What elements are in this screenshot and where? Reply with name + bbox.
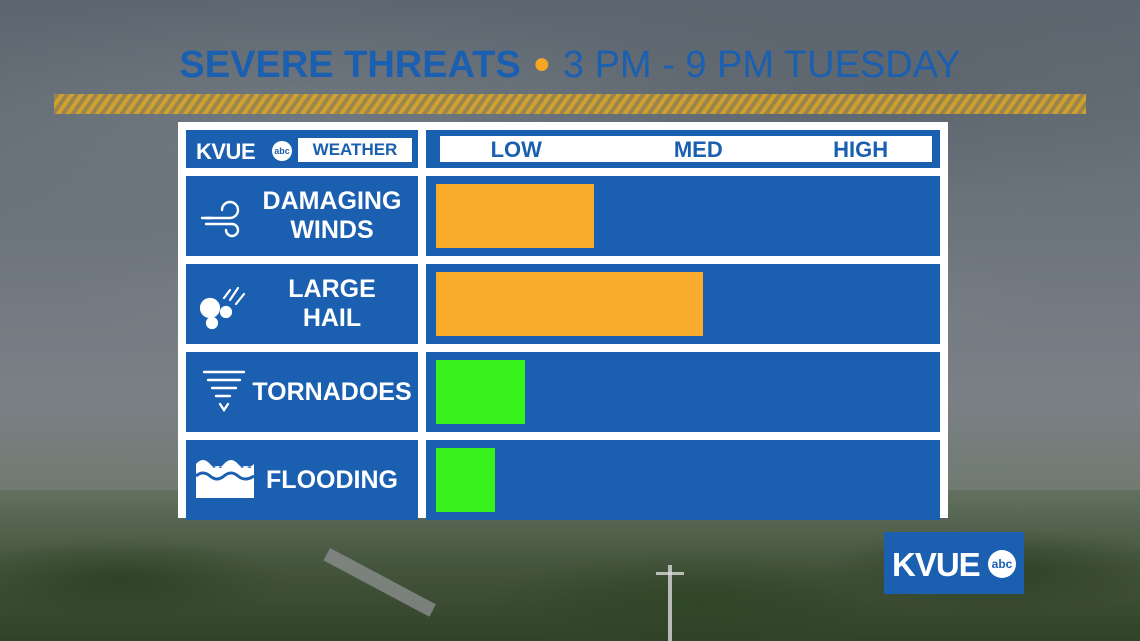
scale-label-high: HIGH — [833, 137, 889, 162]
bullet-icon: ● — [532, 47, 551, 80]
threat-row-track — [426, 440, 940, 520]
threat-name-line: LARGE — [288, 275, 376, 303]
threat-row-label: LARGE HAIL — [186, 264, 418, 344]
threat-bar — [436, 360, 525, 424]
utility-pole-arm — [656, 572, 684, 575]
title-underline-stripe — [54, 94, 1086, 114]
threat-row-label: DAMAGING WINDS — [186, 176, 418, 256]
threat-name-line: HAIL — [302, 304, 362, 332]
title-time: 3 PM - 9 PM TUESDAY — [562, 44, 961, 86]
threat-row-track — [426, 176, 940, 256]
threat-row-label: TORNADOES — [186, 352, 418, 432]
threat-name: DAMAGING WINDS — [252, 187, 412, 245]
threat-row-track — [426, 264, 940, 344]
corner-logo-text: KVUE — [892, 546, 981, 583]
threat-row-label: FLOODING — [186, 440, 418, 520]
threat-bar — [436, 184, 595, 248]
page-title: SEVERE THREATS ● 3 PM - 9 PM TUESDAY — [0, 44, 1140, 94]
threat-bar — [436, 448, 496, 512]
flood-icon — [195, 452, 255, 507]
threat-name: FLOODING — [252, 466, 412, 495]
threat-name-line: TORNADOES — [252, 377, 412, 406]
scale-label-med: MED — [673, 137, 723, 162]
threat-name: LARGE HAIL — [252, 275, 412, 333]
kvue-logo: KVUE — [196, 139, 256, 164]
threat-bar — [436, 272, 703, 336]
threat-name-line: WINDS — [290, 216, 374, 244]
threat-chart: KVUE abc WEATHER LOW MED HIGH DAMAGING WIND… — [178, 122, 948, 520]
scale-label-low: LOW — [490, 137, 542, 162]
tornado-icon — [196, 364, 252, 425]
threat-name-line: FLOODING — [266, 465, 398, 494]
wind-icon — [196, 188, 252, 249]
utility-pole — [668, 565, 672, 641]
threat-name-line: DAMAGING — [262, 187, 402, 215]
corner-abc-icon: abc — [988, 550, 1016, 578]
threat-row-track — [426, 352, 940, 432]
title-main: SEVERE THREATS — [179, 44, 521, 86]
threat-name: TORNADOES — [252, 378, 412, 407]
hail-icon — [196, 276, 252, 337]
corner-logo: KVUE abc — [884, 532, 1024, 594]
weather-badge: WEATHER — [298, 138, 412, 162]
abc-logo-icon: abc — [272, 141, 292, 161]
brand-header: KVUE abc WEATHER — [186, 130, 418, 168]
scale-header: LOW MED HIGH — [440, 136, 932, 162]
